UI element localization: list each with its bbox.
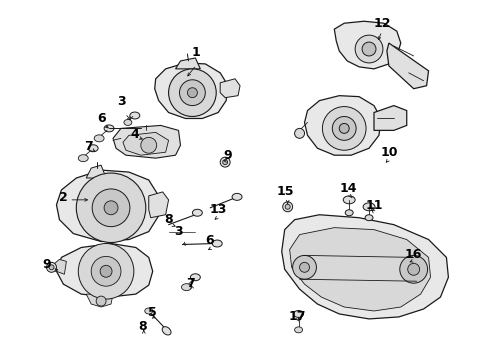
- Polygon shape: [53, 260, 66, 274]
- Text: 11: 11: [365, 199, 382, 212]
- Text: 2: 2: [59, 192, 68, 204]
- Text: 1: 1: [192, 46, 201, 59]
- Circle shape: [332, 117, 355, 140]
- Polygon shape: [304, 96, 380, 155]
- Ellipse shape: [343, 196, 354, 204]
- Text: 17: 17: [288, 310, 305, 323]
- Text: 6: 6: [97, 112, 105, 125]
- Circle shape: [361, 42, 375, 56]
- Text: 9: 9: [224, 149, 232, 162]
- Polygon shape: [56, 243, 152, 297]
- Polygon shape: [86, 165, 106, 178]
- Polygon shape: [220, 79, 240, 98]
- Text: 3: 3: [174, 225, 183, 238]
- Circle shape: [179, 80, 205, 105]
- Circle shape: [46, 262, 56, 272]
- Polygon shape: [334, 21, 400, 69]
- Text: 8: 8: [138, 320, 147, 333]
- Circle shape: [168, 69, 216, 117]
- Text: 8: 8: [164, 213, 173, 226]
- Text: 12: 12: [372, 17, 390, 30]
- Circle shape: [285, 204, 289, 209]
- Ellipse shape: [123, 120, 132, 125]
- Circle shape: [220, 157, 230, 167]
- Polygon shape: [148, 192, 168, 218]
- Circle shape: [407, 264, 419, 275]
- Text: 10: 10: [379, 146, 397, 159]
- Circle shape: [104, 201, 118, 215]
- Polygon shape: [86, 294, 113, 307]
- Circle shape: [339, 123, 348, 133]
- Circle shape: [76, 173, 145, 243]
- Polygon shape: [373, 105, 406, 130]
- Text: 3: 3: [118, 95, 126, 108]
- Text: 4: 4: [130, 128, 139, 141]
- Polygon shape: [113, 125, 180, 158]
- Circle shape: [322, 107, 366, 150]
- Polygon shape: [56, 170, 158, 242]
- Polygon shape: [386, 43, 427, 89]
- Circle shape: [91, 256, 121, 286]
- Ellipse shape: [293, 310, 303, 318]
- Ellipse shape: [294, 327, 302, 333]
- Ellipse shape: [192, 209, 202, 216]
- Text: 14: 14: [339, 183, 356, 195]
- Circle shape: [222, 159, 227, 165]
- Ellipse shape: [181, 284, 191, 291]
- Text: 16: 16: [404, 248, 422, 261]
- Circle shape: [96, 296, 106, 306]
- Text: 15: 15: [276, 185, 294, 198]
- Polygon shape: [289, 228, 429, 311]
- Ellipse shape: [162, 327, 171, 335]
- Circle shape: [399, 255, 427, 283]
- Text: 6: 6: [204, 234, 213, 247]
- Text: 13: 13: [209, 203, 226, 216]
- Ellipse shape: [190, 274, 200, 281]
- Circle shape: [187, 88, 197, 98]
- Circle shape: [141, 137, 156, 153]
- Text: 7: 7: [83, 140, 92, 153]
- Ellipse shape: [345, 210, 352, 216]
- Circle shape: [299, 262, 309, 272]
- Ellipse shape: [365, 215, 372, 221]
- Polygon shape: [122, 132, 168, 155]
- Circle shape: [49, 265, 54, 270]
- Ellipse shape: [212, 240, 222, 247]
- Circle shape: [292, 255, 316, 279]
- Circle shape: [354, 35, 382, 63]
- Circle shape: [92, 189, 130, 227]
- Circle shape: [100, 265, 112, 277]
- Ellipse shape: [88, 145, 98, 152]
- Ellipse shape: [232, 193, 242, 201]
- Ellipse shape: [94, 135, 104, 142]
- Circle shape: [294, 129, 304, 138]
- Text: 9: 9: [42, 258, 51, 271]
- Polygon shape: [281, 215, 447, 319]
- Circle shape: [78, 243, 134, 299]
- Text: 7: 7: [185, 277, 194, 290]
- Ellipse shape: [144, 308, 152, 314]
- Polygon shape: [154, 63, 228, 118]
- Circle shape: [282, 202, 292, 212]
- Polygon shape: [175, 58, 200, 69]
- Ellipse shape: [362, 203, 374, 211]
- Ellipse shape: [78, 155, 88, 162]
- Ellipse shape: [104, 125, 114, 132]
- Ellipse shape: [130, 112, 140, 119]
- Text: 5: 5: [148, 306, 157, 319]
